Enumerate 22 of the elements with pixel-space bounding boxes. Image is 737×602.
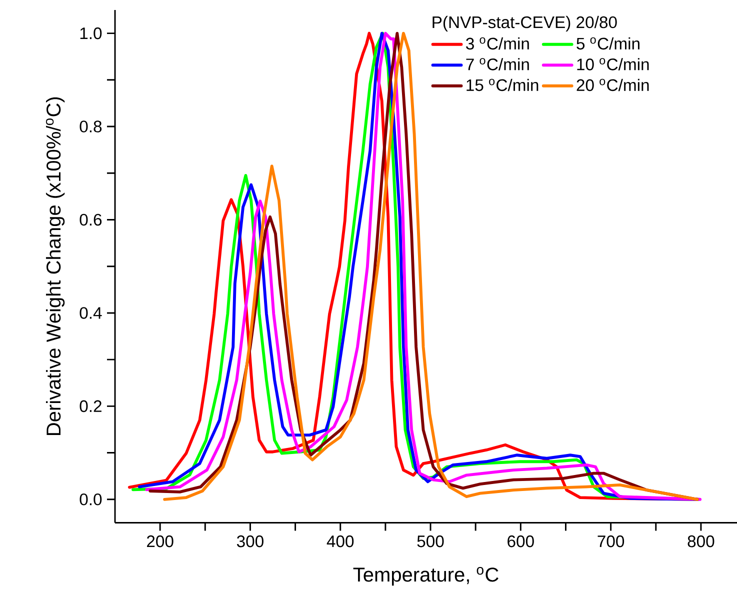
x-axis-title: Temperature, $^{o}$C (353, 567, 498, 586)
y-axis-title: Derivative Weight Change (x100%/$^{o}$C) (46, 97, 65, 435)
y-tick-label: 1.0 (80, 27, 102, 40)
legend-label: 15 $^{o}$C/min (466, 78, 538, 92)
legend-label: 7 $^{o}$C/min (466, 58, 529, 70)
y-tick-label: 0.8 (80, 120, 102, 132)
legend-label: 3 $^{o}$C/min (466, 37, 529, 50)
legend-label: 20 $^{o}$C/min (576, 78, 649, 92)
legend-title: P(NVP-stat-CEVE) 20/80 (432, 16, 617, 32)
x-tick-label: 600 (508, 535, 534, 548)
y-tick-label: 0.0 (80, 494, 102, 506)
y-tick-label: 0.6 (80, 214, 102, 226)
y-tick-label: 0.2 (80, 400, 102, 412)
y-tick-label: 0.4 (80, 307, 102, 319)
x-tick-label: 400 (326, 535, 354, 548)
legend-label: 10 $^{o}$C/min (577, 58, 649, 70)
x-tick-label: 200 (147, 535, 174, 548)
x-tick-label: 700 (598, 535, 624, 548)
legend-label: 5 $^{o}$C/min (576, 37, 640, 50)
x-tick-label: 800 (688, 535, 714, 548)
x-tick-label: 500 (417, 535, 444, 548)
x-tick-label: 300 (236, 535, 264, 548)
